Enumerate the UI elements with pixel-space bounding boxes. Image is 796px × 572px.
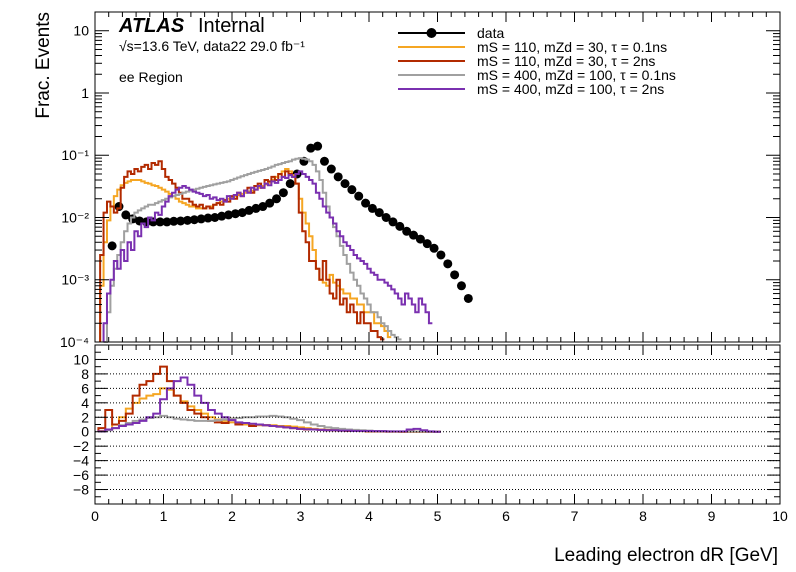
data-point <box>265 198 275 208</box>
energy-label: √s=13.6 TeV, data22 29.0 fb⁻¹ <box>119 38 305 54</box>
data-point <box>107 241 117 251</box>
data-point <box>463 293 473 303</box>
data-point <box>436 250 446 260</box>
data-point <box>169 216 179 226</box>
x-axis-title: Leading electron dR [GeV] <box>554 545 778 566</box>
y-tick-label: 10⁻¹ <box>61 147 89 163</box>
ratio-frame <box>94 344 781 505</box>
atlas-label: ATLAS <box>118 15 185 37</box>
data-point <box>395 221 405 231</box>
ratio-y-tick-label: −2 <box>73 438 89 454</box>
data-point <box>244 205 254 215</box>
ratio-y-tick-label: 0 <box>81 424 89 440</box>
x-tick-label: 2 <box>228 508 236 524</box>
top-series-3 <box>103 157 402 343</box>
x-tick-label: 8 <box>639 508 647 524</box>
data-point <box>333 172 343 182</box>
data-point <box>285 179 295 189</box>
data-point <box>443 259 453 269</box>
data-point <box>251 203 261 213</box>
data-point <box>381 212 391 222</box>
legend-marker <box>426 28 437 38</box>
data-point <box>217 211 227 221</box>
data-point <box>415 234 425 244</box>
data-point <box>340 179 350 189</box>
x-tick-label: 5 <box>434 508 442 524</box>
x-tick-label: 1 <box>160 508 168 524</box>
data-point <box>203 213 213 223</box>
data-point <box>155 217 165 227</box>
y-axis-title: Frac. Events <box>33 12 54 119</box>
data-point <box>162 217 172 227</box>
data-point <box>361 198 371 208</box>
data-point <box>409 230 419 240</box>
ratio-series-3 <box>97 376 441 433</box>
data-point <box>176 216 186 226</box>
data-point <box>237 208 247 218</box>
data-point <box>121 210 131 220</box>
region-label: ee Region <box>119 69 183 85</box>
data-point <box>402 226 412 236</box>
legend-entry-label: mS = 400, mZd = 100, τ = 0.1ns <box>477 67 676 83</box>
data-point <box>196 214 206 224</box>
data-point <box>422 239 432 249</box>
data-point <box>114 202 124 212</box>
data-point <box>258 202 268 212</box>
data-point <box>374 208 384 218</box>
data-point <box>306 143 316 153</box>
top-series-2 <box>99 160 385 342</box>
x-tick-label: 9 <box>708 508 716 524</box>
data-point <box>272 194 282 204</box>
y-tick-label: 10⁻² <box>61 209 89 225</box>
data-point <box>347 185 357 195</box>
x-tick-label: 4 <box>365 508 373 524</box>
data-point <box>319 156 329 166</box>
x-tick-label: 3 <box>297 508 305 524</box>
top-panel-axes: 10⁻⁴ 10⁻³ 10⁻² 10⁻¹ 1 10 <box>60 11 781 350</box>
top-panel-series <box>99 141 473 343</box>
data-point <box>182 215 192 225</box>
data-point <box>388 217 398 227</box>
ratio-y-tick-label: 8 <box>81 366 89 382</box>
data-point <box>354 191 364 201</box>
ratio-y-tick-label: 2 <box>81 409 89 425</box>
data-point <box>429 243 439 253</box>
ratio-series-1 <box>97 365 441 433</box>
x-tick-label: 6 <box>502 508 510 524</box>
data-point <box>326 164 336 174</box>
data-point <box>450 270 460 280</box>
y-tick-label: 1 <box>81 85 89 101</box>
legend-entry-label: data <box>477 25 504 41</box>
x-tick-label: 10 <box>772 508 788 524</box>
x-tick-label: 7 <box>571 508 579 524</box>
ratio-y-tick-label: 6 <box>81 380 89 396</box>
data-point <box>278 188 288 198</box>
legend-entry-label: mS = 110, mZd = 30, τ = 2ns <box>477 53 655 69</box>
internal-label: Internal <box>198 15 265 37</box>
data-point <box>367 203 377 213</box>
data-point <box>224 210 234 220</box>
ratio-y-tick-label: 10 <box>73 351 89 367</box>
legend-entry-label: mS = 400, mZd = 100, τ = 2ns <box>477 81 664 97</box>
data-point <box>210 212 220 222</box>
x-tick-label: 0 <box>91 508 99 524</box>
ratio-y-tick-label: −8 <box>73 482 89 498</box>
data-point <box>189 215 199 225</box>
data-point <box>230 209 240 219</box>
y-tick-label: 10 <box>73 23 89 39</box>
data-point <box>313 141 323 151</box>
ratio-panel-series <box>97 365 441 433</box>
top-series-4 <box>102 170 433 342</box>
ratio-y-tick-label: −4 <box>73 453 89 469</box>
ratio-y-tick-label: 4 <box>81 395 89 411</box>
legend-entry-label: mS = 110, mZd = 30, τ = 0.1ns <box>477 39 667 55</box>
ratio-y-tick-label: −6 <box>73 467 89 483</box>
y-tick-label: 10⁻³ <box>61 272 89 288</box>
data-point <box>456 281 466 291</box>
y-tick-label: 10⁻⁴ <box>60 334 89 350</box>
